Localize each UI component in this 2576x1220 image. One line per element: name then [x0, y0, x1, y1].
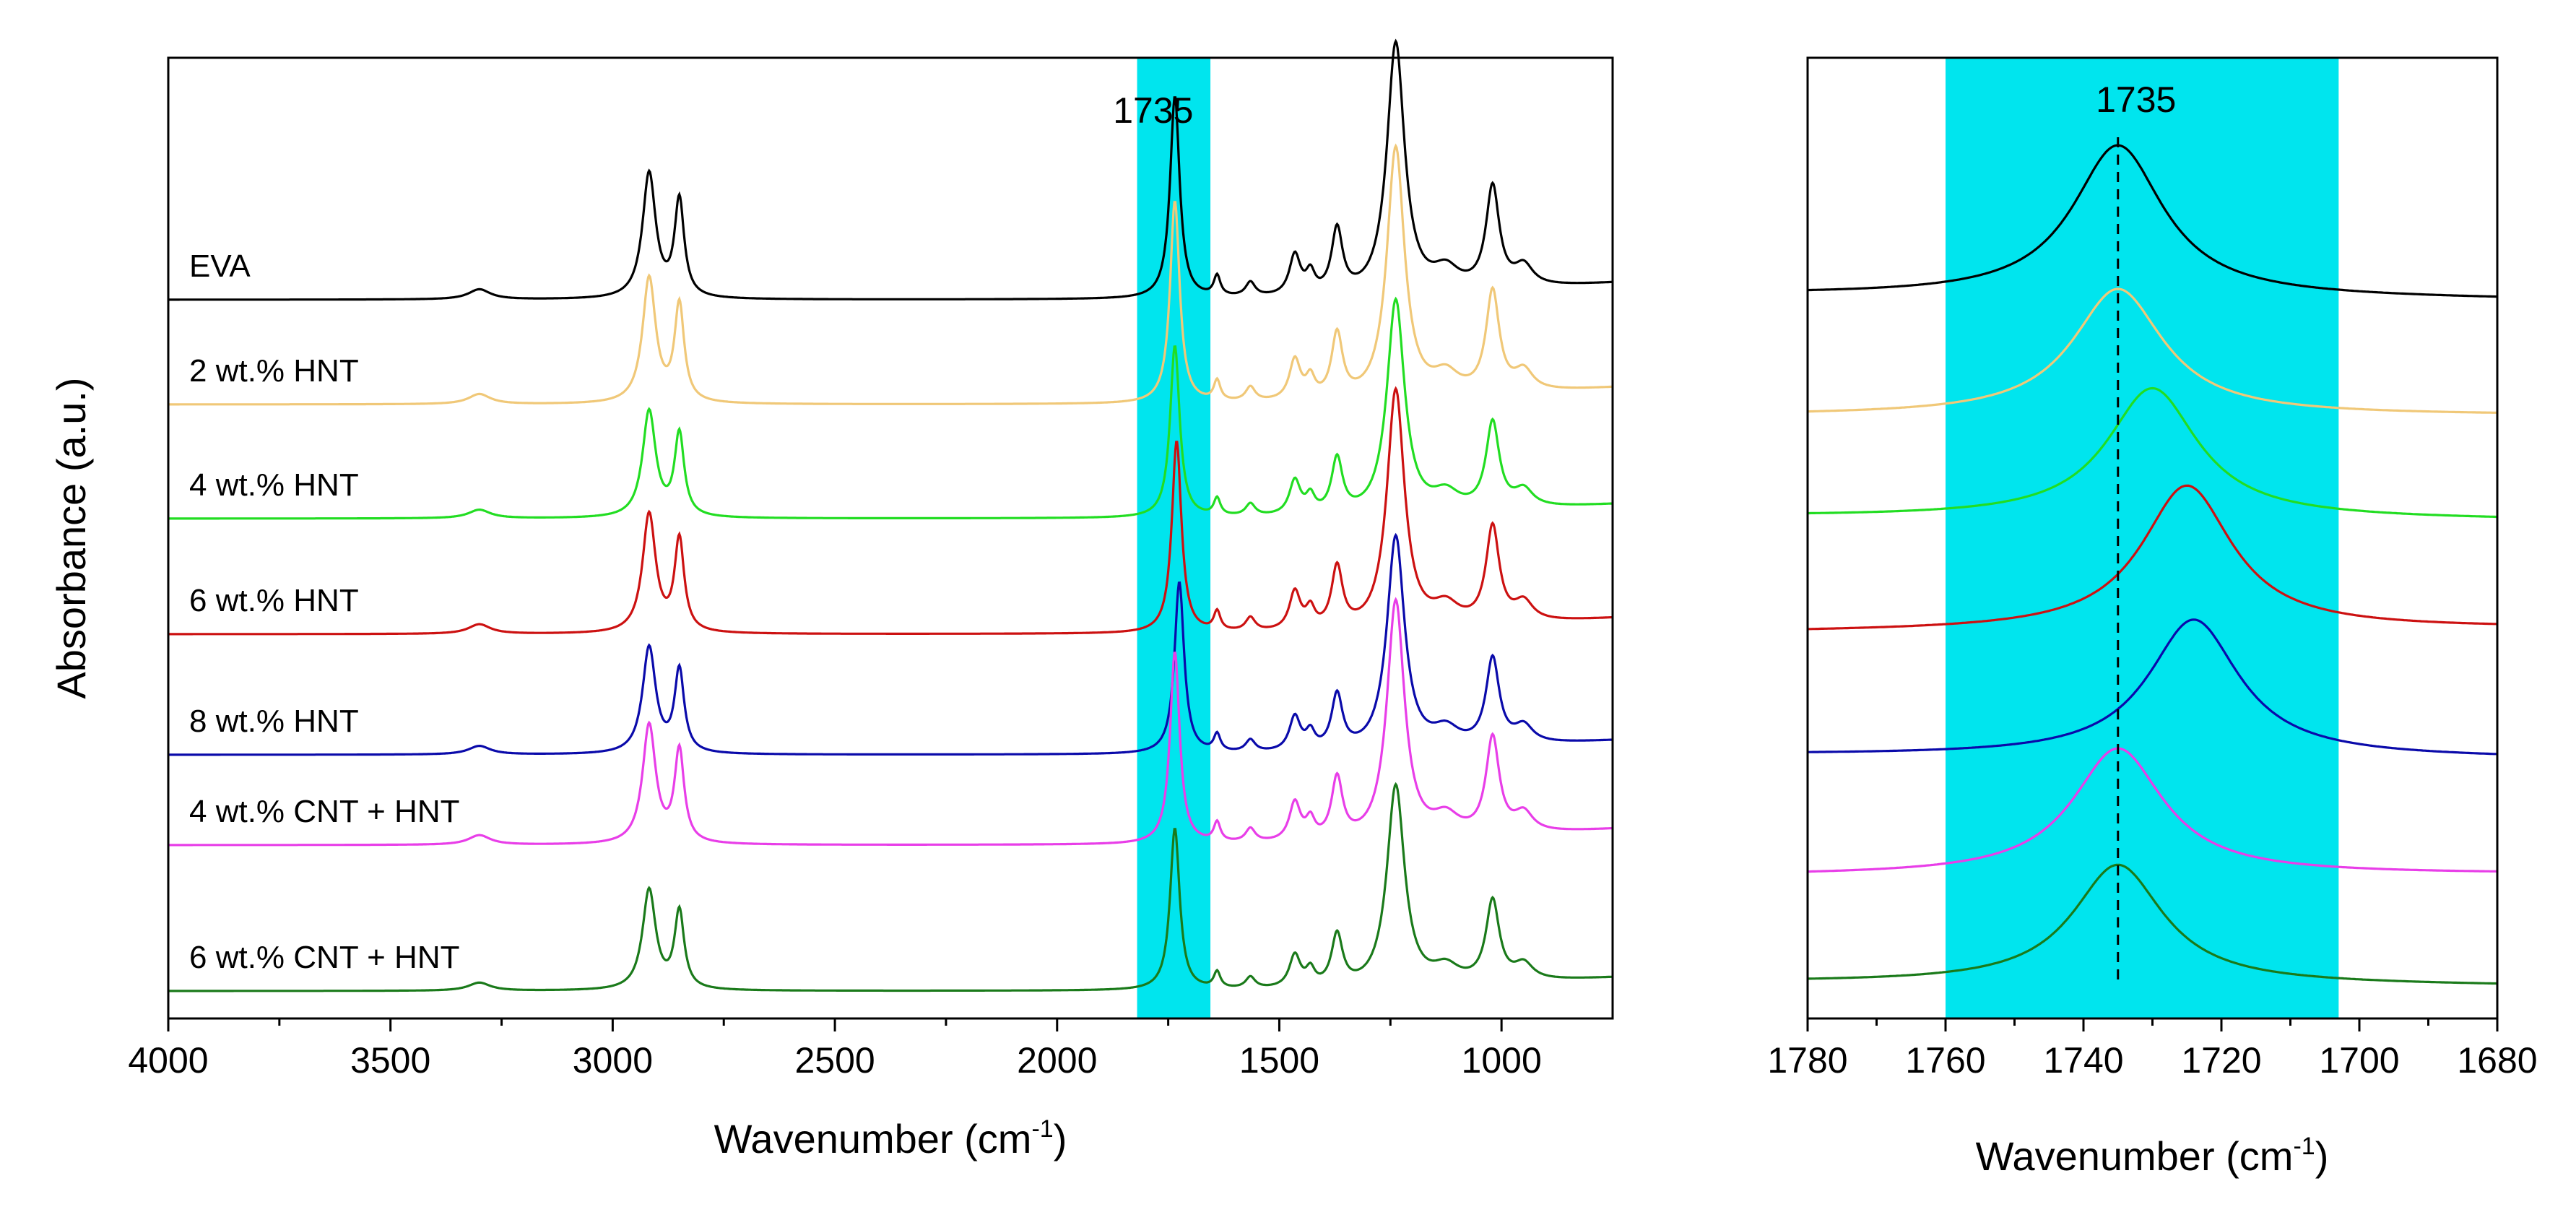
left-tick-label-2500: 2500: [794, 1040, 875, 1081]
left-plot-frame: [167, 56, 1614, 1020]
left-series-group: [168, 38, 1613, 992]
right-tick-label-1720: 1720: [2181, 1040, 2261, 1081]
left-series-4-wt-hnt: [168, 296, 1613, 520]
right-series-4-wt-hnt: [1808, 386, 2497, 519]
left-tick-label-1000: 1000: [1462, 1040, 1542, 1081]
right-x-ticks: 1780 1760 1740 1720 1700 1680: [1767, 1018, 2538, 1081]
left-series-8-wt-hnt: [168, 532, 1613, 756]
right-tick-label-1740: 1740: [2043, 1040, 2123, 1081]
right-series-group: [1807, 144, 2498, 985]
series-label-8-wt-hnt: 8 wt.% HNT: [189, 704, 359, 739]
right-panel: 1780 1760 1740 1720 1700 1680 1735 Wavenumber…: [1767, 56, 2538, 1179]
y-axis-title: Absorbance (a.u.): [48, 377, 94, 698]
left-tick-label-3000: 3000: [573, 1040, 653, 1081]
left-series-4-wt-cnt-hnt: [168, 597, 1613, 847]
left-tick-label-1500: 1500: [1239, 1040, 1319, 1081]
left-tick-label-3500: 3500: [350, 1040, 430, 1081]
series-label-6-wt-hnt: 6 wt.% HNT: [189, 583, 359, 618]
series-label-4-wt-hnt: 4 wt.% HNT: [189, 467, 359, 503]
right-series-eva: [1807, 144, 2497, 298]
right-series-6-wt-hnt: [1807, 484, 2498, 631]
right-series-4-wt-cnt-hnt: [1808, 747, 2498, 873]
left-series-eva: [168, 38, 1613, 301]
left-series-6-wt-cnt-hnt: [168, 782, 1613, 992]
series-label-6-wt-cnt-hnt: 6 wt.% CNT + HNT: [189, 940, 459, 975]
right-highlight-band: [1946, 58, 2339, 1018]
series-label-eva: EVA: [189, 248, 251, 284]
right-tick-label-1760: 1760: [1905, 1040, 1985, 1081]
left-x-ticks: 4000 3500 3000 2500 2000 1500 1000: [128, 1018, 1542, 1081]
right-series-2-wt-hnt: [1808, 287, 2498, 414]
left-series-labels: EVA 2 wt.% HNT 4 wt.% HNT 6 wt.% HNT 8 wt.% …: [189, 248, 459, 975]
series-label-2-wt-hnt: 2 wt.% HNT: [189, 353, 359, 389]
right-x-axis-title: Wavenumber (cm-1): [1976, 1133, 2329, 1179]
right-annotation-1735: 1735: [2096, 79, 2176, 120]
right-series-8-wt-hnt: [1808, 618, 2498, 756]
left-panel: 4000 3500 3000 2500 2000 1500 1000 1735 EVA 2 w…: [48, 38, 1614, 1161]
right-series-6-wt-cnt-hnt: [1808, 863, 2498, 985]
right-tick-label-1780: 1780: [1767, 1040, 1847, 1081]
left-series-6-wt-hnt: [168, 386, 1613, 636]
left-series-2-wt-hnt: [168, 143, 1613, 406]
right-tick-label-1700: 1700: [2319, 1040, 2399, 1081]
left-x-axis-title: Wavenumber (cm-1): [714, 1115, 1067, 1161]
series-label-4-wt-cnt-hnt: 4 wt.% CNT + HNT: [189, 794, 459, 829]
right-tick-label-1680: 1680: [2457, 1040, 2537, 1081]
left-tick-label-2000: 2000: [1017, 1040, 1097, 1081]
left-tick-label-4000: 4000: [128, 1040, 208, 1081]
left-annotation-1735: 1735: [1113, 90, 1193, 131]
